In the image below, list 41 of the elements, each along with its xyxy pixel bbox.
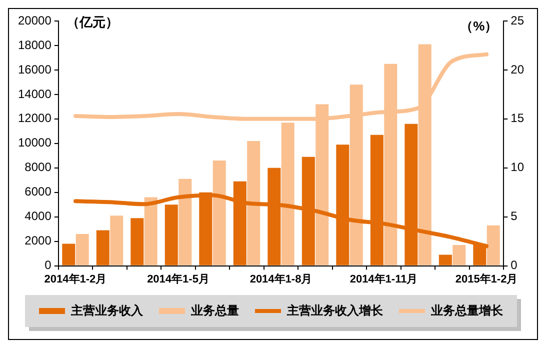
y2-axis-title: （%） [460, 18, 498, 34]
bar [438, 254, 452, 266]
bar [164, 204, 178, 266]
legend-label: 主营业务收入 [70, 303, 144, 318]
y-tick-label: 12000 [18, 111, 52, 126]
x-tick-label: 2014年1-5月 [147, 272, 210, 286]
x-tick-label: 2014年1-2月 [44, 272, 107, 286]
legend-label: 业务总量增长 [430, 303, 504, 318]
y-tick-label: 16000 [18, 62, 52, 76]
y-tick-label: 8000 [24, 160, 52, 174]
y2-tick-label: 5 [510, 209, 518, 224]
y-axis-title: （亿元） [66, 14, 118, 30]
y-tick-label: 14000 [18, 86, 52, 101]
y-tick-label: 20000 [18, 13, 52, 28]
bar [247, 140, 260, 266]
y-tick-label: 4000 [24, 209, 52, 224]
bar [96, 230, 110, 266]
bar [212, 160, 226, 266]
bar [486, 225, 500, 266]
y-tick-label: 6000 [24, 184, 52, 199]
x-tick-label: 2015年1-2月 [455, 272, 518, 286]
y2-tick-label: 20 [510, 62, 524, 76]
y2-tick-label: 0 [510, 258, 518, 272]
x-tick-label: 2014年1-8月 [250, 272, 312, 286]
bar [452, 244, 466, 266]
bar [76, 234, 89, 266]
bar [62, 244, 76, 266]
y2-tick-label: 10 [510, 160, 524, 174]
x-tick-label: 2014年1-11月 [350, 272, 418, 286]
y-tick-label: 0 [44, 258, 52, 272]
bar [130, 218, 144, 266]
y-tick-label: 18000 [18, 38, 52, 52]
bar [178, 178, 192, 266]
y2-tick-label: 25 [510, 13, 524, 28]
legend-label: 业务总量 [190, 303, 239, 318]
y-tick-label: 10000 [18, 136, 52, 150]
y-tick-label: 2000 [24, 234, 52, 248]
legend-label: 主营业务收入增长 [286, 303, 384, 318]
bar [110, 216, 124, 266]
y2-tick-label: 15 [510, 111, 524, 126]
bar [144, 197, 158, 266]
